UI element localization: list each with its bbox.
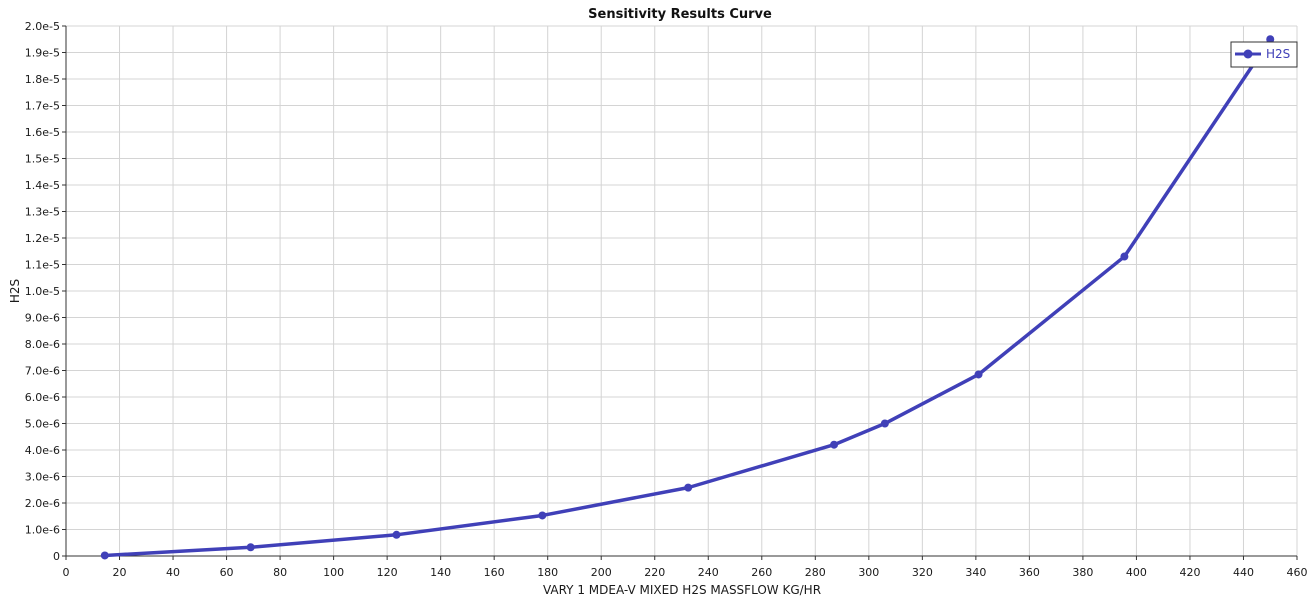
x-tick-label: 180 [537, 566, 558, 579]
y-axis-label: H2S [8, 279, 22, 303]
series-layer [100, 35, 1275, 560]
data-point[interactable] [1120, 252, 1129, 261]
x-tick-label: 440 [1233, 566, 1254, 579]
y-axis-ticks: 0 1.0e-6 2.0e-6 3.0e-6 4.0e-6 5.0e-6 6.0e-6 7.0… [25, 20, 66, 563]
x-tick-label: 80 [273, 566, 287, 579]
y-tick-label: 1.2e-5 [25, 232, 60, 245]
y-tick-label: 1.4e-5 [25, 179, 60, 192]
x-tick-label: 220 [644, 566, 665, 579]
x-axis-label: VARY 1 MDEA-V MIXED H2S MASSFLOW KG/HR [543, 583, 821, 597]
x-tick-label: 420 [1179, 566, 1200, 579]
y-tick-label: 5.0e-6 [25, 418, 60, 431]
x-tick-label: 40 [166, 566, 180, 579]
x-tick-label: 120 [377, 566, 398, 579]
x-tick-label: 340 [965, 566, 986, 579]
x-tick-label: 240 [698, 566, 719, 579]
data-point[interactable] [100, 551, 109, 560]
y-tick-label: 7.0e-6 [25, 365, 60, 378]
y-tick-label: 6.0e-6 [25, 391, 60, 404]
data-point[interactable] [684, 483, 693, 492]
y-tick-label: 9.0e-6 [25, 312, 60, 325]
data-point[interactable] [830, 440, 839, 449]
y-tick-label: 3.0e-6 [25, 471, 60, 484]
x-tick-label: 100 [323, 566, 344, 579]
series-line-h2s [104, 38, 1272, 558]
y-tick-label: 1.9e-5 [25, 47, 60, 60]
y-tick-label: 1.0e-5 [25, 285, 60, 298]
legend[interactable]: H2S [1230, 41, 1298, 68]
x-tick-label: 60 [220, 566, 234, 579]
chart-title: Sensitivity Results Curve [588, 7, 772, 22]
y-tick-label: 1.3e-5 [25, 206, 60, 219]
x-tick-label: 20 [113, 566, 127, 579]
y-tick-label: 2.0e-6 [25, 497, 60, 510]
x-tick-label: 380 [1072, 566, 1093, 579]
x-tick-label: 460 [1287, 566, 1308, 579]
y-tick-label: 2.0e-5 [25, 20, 60, 33]
x-tick-label: 160 [484, 566, 505, 579]
data-point[interactable] [246, 543, 255, 552]
x-tick-label: 260 [751, 566, 772, 579]
x-tick-label: 280 [805, 566, 826, 579]
y-tick-label: 0 [53, 550, 60, 563]
x-tick-label: 320 [912, 566, 933, 579]
x-tick-label: 140 [430, 566, 451, 579]
x-tick-label: 300 [858, 566, 879, 579]
legend-marker-icon [1243, 49, 1253, 59]
x-tick-label: 200 [591, 566, 612, 579]
data-point[interactable] [392, 530, 401, 539]
data-point[interactable] [538, 511, 547, 520]
data-point[interactable] [1266, 35, 1275, 44]
y-tick-label: 8.0e-6 [25, 338, 60, 351]
y-tick-label: 1.8e-5 [25, 73, 60, 86]
y-tick-label: 4.0e-6 [25, 444, 60, 457]
grid-lines [65, 25, 1298, 557]
x-tick-label: 400 [1126, 566, 1147, 579]
y-tick-label: 1.5e-5 [25, 153, 60, 166]
x-axis-ticks: 0 20 40 60 80 100 120 140 160 180 200 220 240 260 280 3… [63, 556, 1308, 579]
y-tick-label: 1.7e-5 [25, 100, 60, 113]
y-tick-label: 1.0e-6 [25, 524, 60, 537]
data-point[interactable] [880, 419, 889, 428]
x-tick-label: 360 [1019, 566, 1040, 579]
legend-label: H2S [1266, 47, 1290, 61]
y-tick-label: 1.1e-5 [25, 259, 60, 272]
y-tick-label: 1.6e-5 [25, 126, 60, 139]
data-point[interactable] [974, 370, 983, 379]
x-tick-label: 0 [63, 566, 70, 579]
